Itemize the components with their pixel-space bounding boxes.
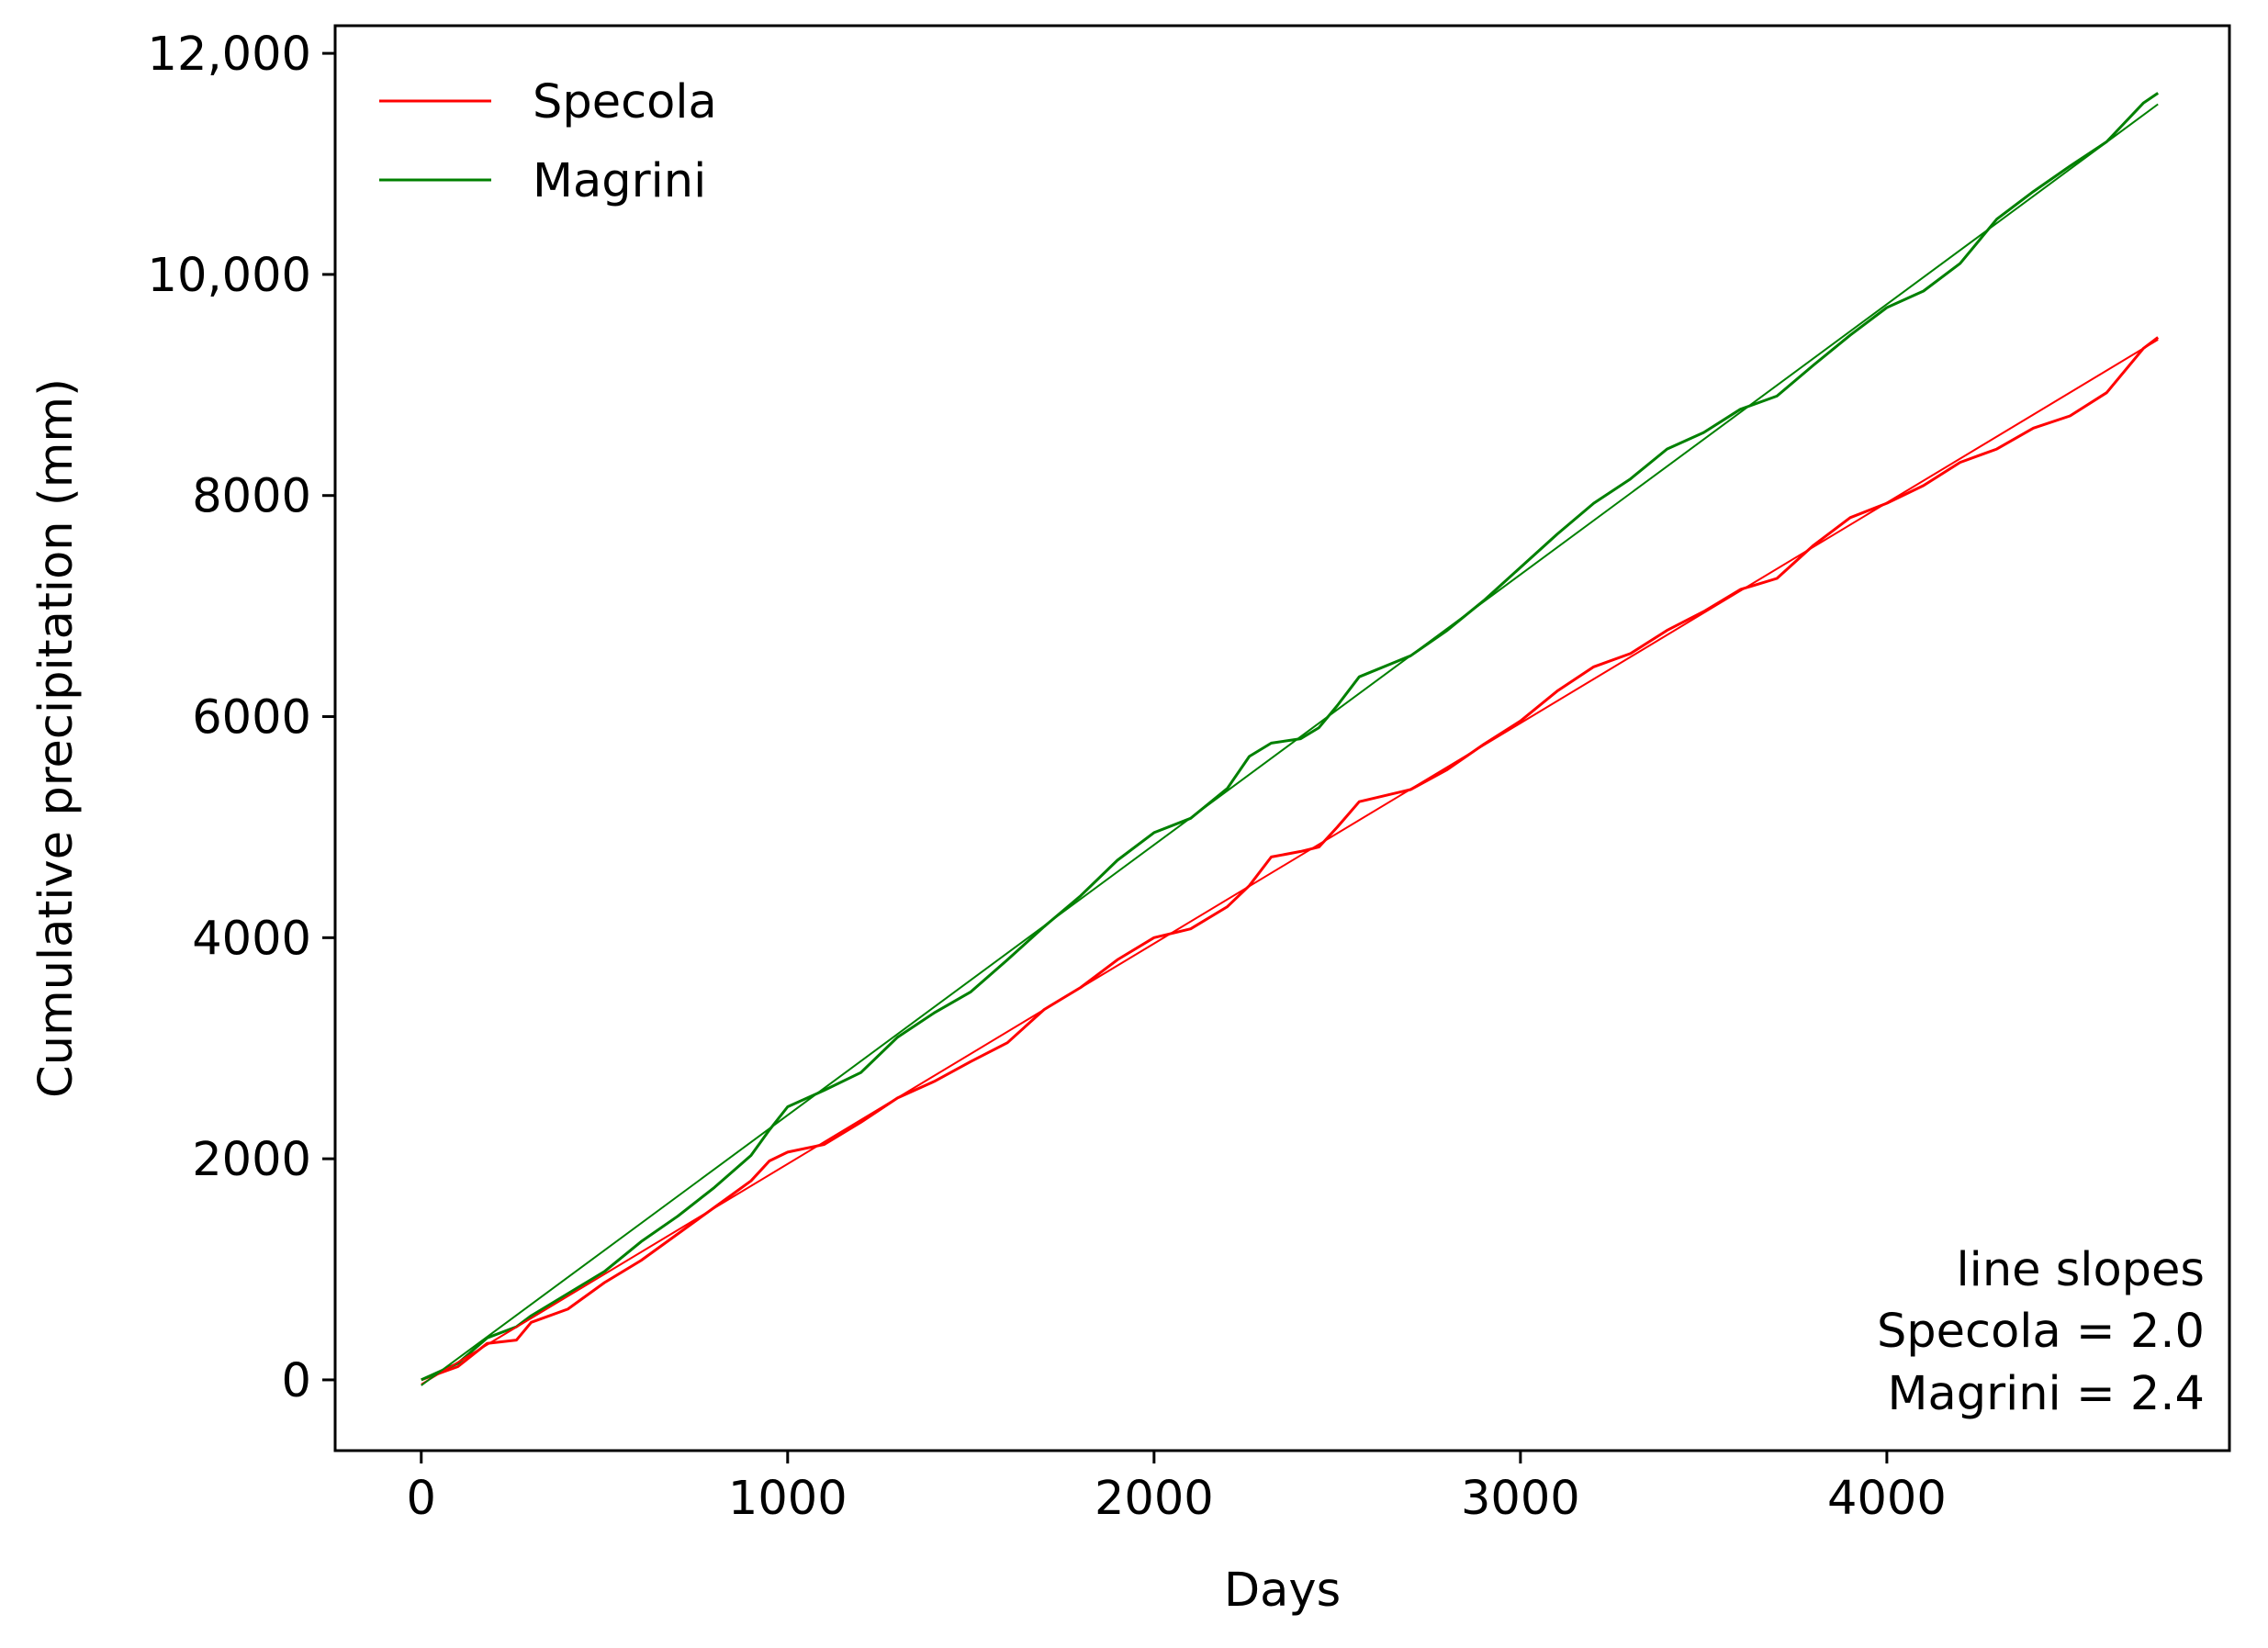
x-axis-ticks: 0 1000 2000 3000 4000 bbox=[407, 1451, 1947, 1526]
legend-label-magrini: Magrini bbox=[533, 154, 706, 208]
axes-frame bbox=[333, 24, 2231, 1452]
x-axis-label: Days bbox=[1224, 1564, 1341, 1618]
y-tick-label: 8000 bbox=[192, 470, 311, 524]
x-tick-label: 0 bbox=[407, 1472, 436, 1526]
plot-area: 0 1000 2000 3000 4000 0 2000 4000 6000 8000 10,00… bbox=[148, 24, 2231, 1526]
x-tick-label: 2000 bbox=[1095, 1472, 1214, 1526]
y-tick-label: 4000 bbox=[192, 912, 311, 966]
x-tick-label: 3000 bbox=[1461, 1472, 1580, 1526]
annotation-title: line slopes bbox=[1956, 1243, 2205, 1297]
y-axis-ticks: 0 2000 4000 6000 8000 10,000 12,000 bbox=[148, 28, 335, 1408]
x-tick-label: 1000 bbox=[728, 1472, 848, 1526]
series-layer bbox=[421, 92, 2160, 1386]
y-tick-label: 0 bbox=[282, 1354, 311, 1408]
y-tick-label: 10,000 bbox=[148, 249, 311, 303]
y-axis-label: Cumulative precipitation (mm) bbox=[29, 378, 84, 1098]
legend: Specola Magrini bbox=[379, 75, 717, 208]
slope-annotation: line slopes Specola = 2.0 Magrini = 2.4 bbox=[1877, 1243, 2205, 1421]
annotation-specola-slope: Specola = 2.0 bbox=[1877, 1305, 2205, 1359]
fit-line-specola bbox=[421, 339, 2159, 1385]
y-tick-label: 12,000 bbox=[148, 28, 311, 82]
legend-label-specola: Specola bbox=[533, 75, 717, 129]
series-line-magrini bbox=[421, 92, 2160, 1382]
y-tick-label: 6000 bbox=[192, 691, 311, 746]
y-tick-label: 2000 bbox=[192, 1133, 311, 1187]
annotation-magrini-slope: Magrini = 2.4 bbox=[1887, 1367, 2205, 1421]
fit-line-magrini bbox=[421, 103, 2159, 1386]
x-tick-label: 4000 bbox=[1827, 1472, 1947, 1526]
